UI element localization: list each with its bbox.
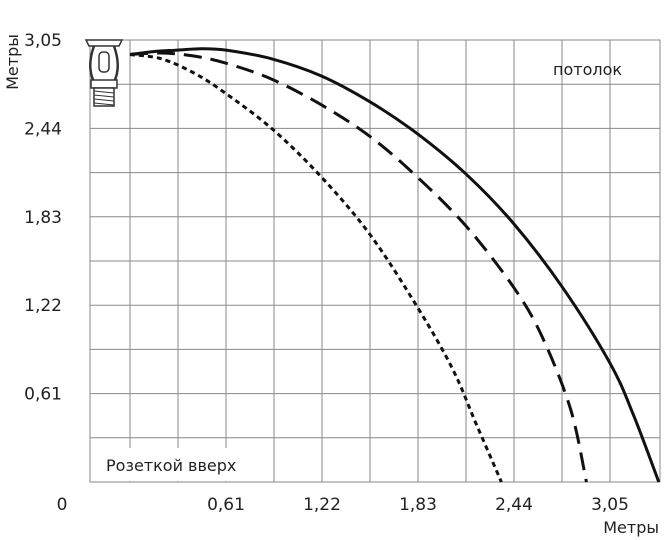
sprinkler-deflector xyxy=(84,39,124,47)
plot-frame xyxy=(89,39,661,483)
y-tick-label: 1,22 xyxy=(24,296,62,316)
y-tick-label: 1,83 xyxy=(24,208,62,228)
x-tick-label: 0 xyxy=(57,495,68,515)
sprinkler-icon xyxy=(84,39,124,107)
sprinkler-thread-line xyxy=(93,90,115,94)
sprinkler-body xyxy=(90,79,118,89)
sprinkler-thread-line xyxy=(93,98,115,102)
ceiling-label: потолок xyxy=(553,60,622,79)
x-tick-label: 1,83 xyxy=(399,495,437,515)
sprinkler-bulb xyxy=(98,51,110,73)
tick-labels: 00,611,221,832,443,053,660,611,221,832,4… xyxy=(24,31,629,515)
y-tick-label: 3,05 xyxy=(24,31,62,51)
x-tick-label: 3,05 xyxy=(591,495,629,515)
x-tick-label: 1,22 xyxy=(303,495,341,515)
x-tick-label: 2,44 xyxy=(495,495,533,515)
sprinkler-thread-line xyxy=(93,102,115,106)
y-tick-label: 2,44 xyxy=(24,119,62,139)
chart-grid xyxy=(90,40,660,482)
orientation-label: Розеткой вверх xyxy=(106,456,236,475)
series-line-dotted xyxy=(129,53,503,483)
series-line-solid xyxy=(129,47,661,483)
series-group xyxy=(129,47,661,483)
y-tick-label: 0,61 xyxy=(24,385,62,405)
y-axis-title: Метры xyxy=(3,34,22,90)
x-axis-title: Метры xyxy=(603,518,659,537)
x-tick-label: 0,61 xyxy=(207,495,245,515)
series-line-dashed xyxy=(129,51,588,483)
sprinkler-thread-line xyxy=(93,94,115,98)
orientation-label-box xyxy=(97,448,257,481)
